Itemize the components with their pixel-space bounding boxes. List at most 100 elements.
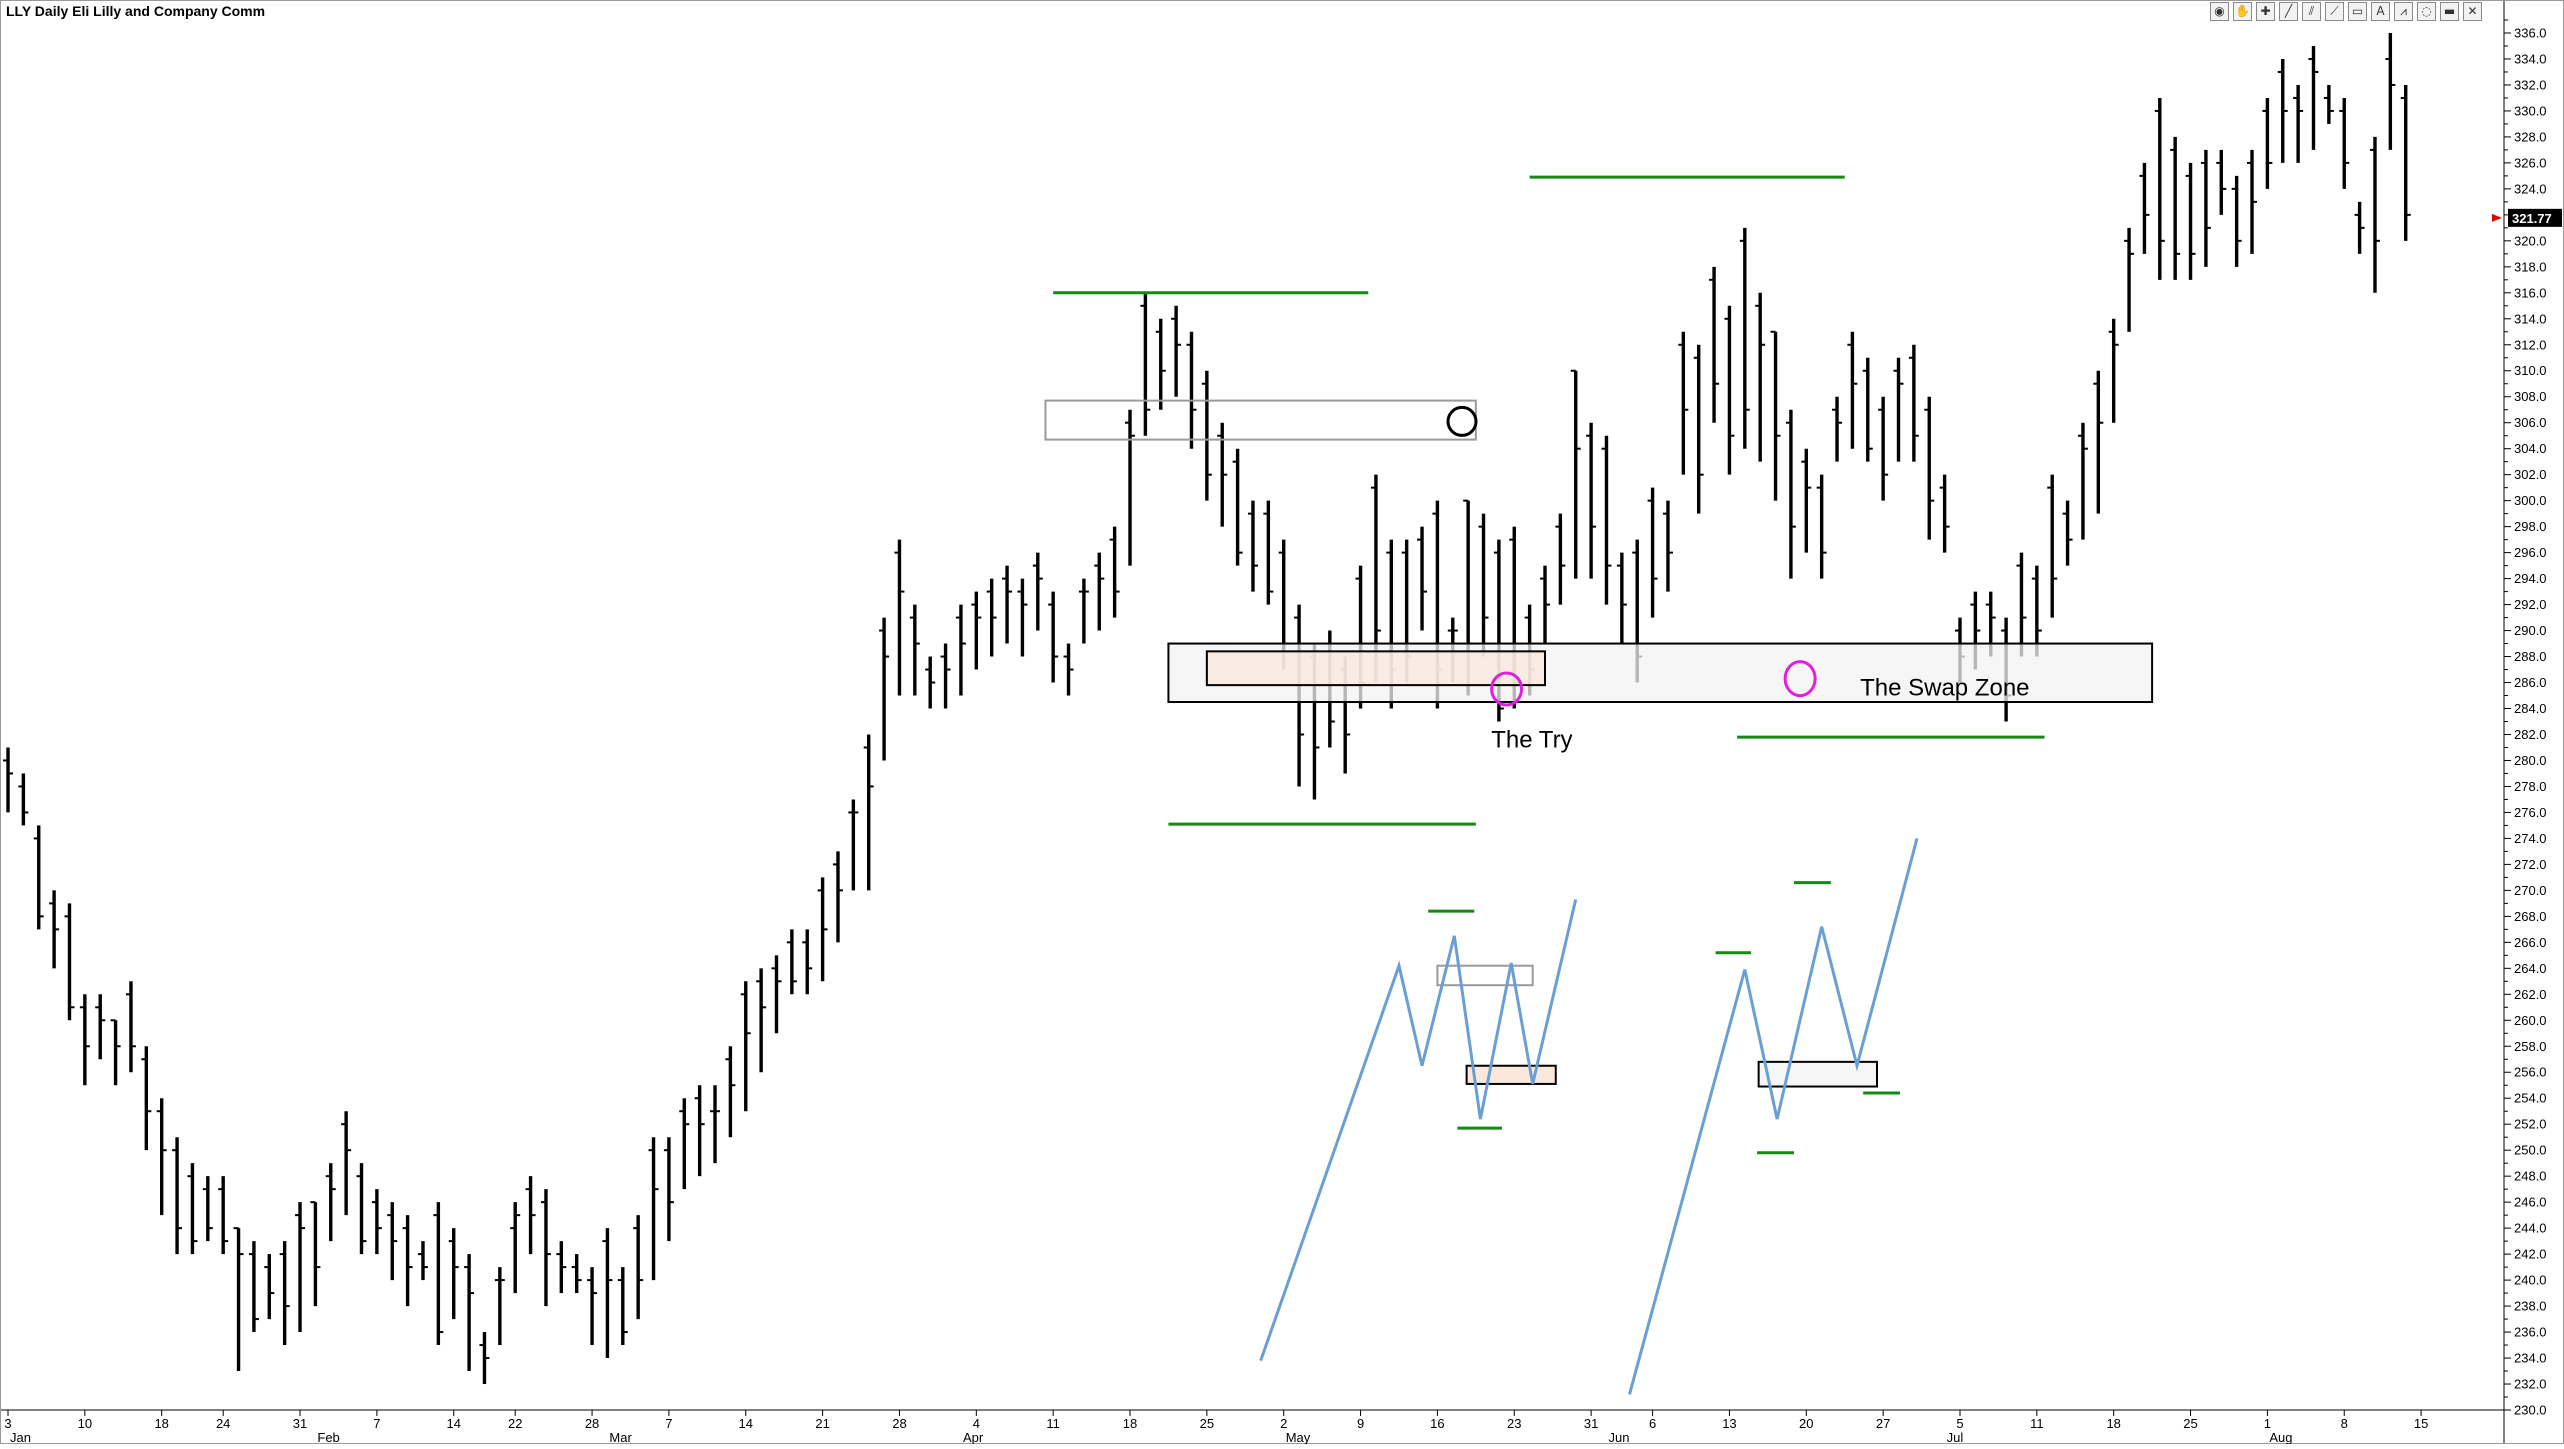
ohlc-bar — [494, 1267, 505, 1346]
ohlc-bar — [648, 1137, 659, 1281]
ohlc-bar — [1094, 552, 1105, 631]
x-day-label: 25 — [1200, 1416, 1214, 1431]
ohlc-bar — [1017, 578, 1028, 657]
ohlc-bar — [1263, 500, 1274, 605]
highlight-icon[interactable]: ▬ — [2440, 2, 2459, 21]
text-icon[interactable]: A — [2371, 2, 2390, 21]
ohlc-bar — [2077, 422, 2088, 540]
y-tick-label: 328.0 — [2514, 129, 2547, 144]
channel-icon[interactable]: ⫽ — [2302, 2, 2321, 21]
ohlc-bar — [1693, 344, 1704, 514]
ohlc-bar — [2247, 149, 2258, 254]
x-day-label: 28 — [585, 1416, 599, 1431]
x-month-label: Jan — [10, 1430, 31, 1444]
y-tick-label: 236.0 — [2514, 1325, 2547, 1340]
ohlc-bar — [433, 1202, 444, 1346]
x-day-label: 11 — [1046, 1416, 1060, 1431]
y-tick-label: 330.0 — [2514, 103, 2547, 118]
ohlc-bar — [587, 1267, 598, 1346]
x-day-label: 23 — [1507, 1416, 1521, 1431]
ohlc-bar — [110, 1019, 121, 1086]
y-tick-label: 304.0 — [2514, 441, 2547, 456]
ohlc-bar — [602, 1228, 613, 1359]
ohlc-bar — [2262, 97, 2273, 189]
crosshair-icon[interactable]: ✚ — [2256, 2, 2275, 21]
ohlc-bar — [1555, 513, 1566, 605]
cycle-icon[interactable]: ◌ — [2417, 2, 2436, 21]
y-tick-label: 250.0 — [2514, 1143, 2547, 1158]
ohlc-bar — [663, 1137, 674, 1242]
y-axis[interactable]: 230.0 232.0 234.0 236.0 238.0 240.0 242.0 244.0… — [2492, 19, 2562, 1418]
chart-title: LLY Daily Eli Lilly and Company Comm — [6, 3, 266, 19]
ohlc-bar — [617, 1267, 628, 1346]
ohlc-bar — [356, 1163, 367, 1255]
globe-icon[interactable]: ◉ — [2210, 2, 2229, 21]
x-day-label: 31 — [293, 1416, 307, 1431]
rectangle-icon[interactable]: ▭ — [2348, 2, 2367, 21]
the-try: The Try — [1491, 726, 1572, 753]
ohlc-bar — [1724, 305, 1735, 475]
black-circle — [1446, 405, 1478, 437]
ohlc-bar — [832, 851, 843, 943]
ohlc-bar — [1586, 422, 1597, 579]
ohlc-bar — [2016, 552, 2027, 657]
y-tick-label: 260.0 — [2514, 1013, 2547, 1028]
ohlc-bar — [1878, 396, 1889, 501]
ohlc-bar — [295, 1202, 306, 1333]
ohlc-bar — [2200, 149, 2211, 267]
ohlc-bar — [571, 1254, 582, 1294]
y-tick-label: 324.0 — [2514, 181, 2547, 196]
y-tick-label: 270.0 — [2514, 883, 2547, 898]
ohlc-bar — [141, 1046, 152, 1151]
ohlc-bar — [1816, 474, 1827, 579]
hand-icon[interactable]: ✋ — [2233, 2, 2252, 21]
x-day-label: 8 — [2341, 1416, 2348, 1431]
fan-icon[interactable]: ⟋ — [2325, 2, 2344, 21]
ohlc-bar — [2293, 84, 2304, 163]
ohlc-bar — [725, 1046, 736, 1138]
schematic-2 — [1628, 838, 1919, 1395]
x-month-label: Jun — [1608, 1430, 1629, 1444]
ohlc-bar — [464, 1254, 475, 1372]
ohlc-bar — [279, 1241, 290, 1346]
y-tick-label: 298.0 — [2514, 519, 2547, 534]
y-tick-label: 252.0 — [2514, 1117, 2547, 1132]
last-price-box — [2508, 208, 2562, 227]
ohlc-bar — [18, 773, 29, 826]
y-tick-label: 278.0 — [2514, 779, 2547, 794]
ohlc-bar — [233, 1227, 244, 1372]
x-day-label: 18 — [2106, 1416, 2120, 1431]
ohlc-bar — [341, 1111, 352, 1216]
ohlc-bar — [1570, 369, 1581, 579]
schematics — [1259, 838, 1919, 1395]
x-axis[interactable]: 3 10 18 24 31 7 14 22 28 7 14 21 28 4 11 18 25 2 9 16 23 31 6 1… — [4, 1410, 2428, 1445]
zigzag-icon[interactable]: ⩘ — [2394, 2, 2413, 21]
ohlc-bar — [1140, 292, 1151, 436]
y-tick-label: 258.0 — [2514, 1039, 2547, 1054]
ohlc-bar — [1924, 396, 1935, 540]
ohlc-bar — [79, 994, 90, 1086]
x-day-label: 7 — [373, 1416, 380, 1431]
y-tick-label: 326.0 — [2514, 155, 2547, 170]
ohlc-bar — [172, 1137, 183, 1255]
y-tick-label: 262.0 — [2514, 987, 2547, 1002]
ohlc-bar — [756, 968, 767, 1073]
ohlc-bar — [2062, 500, 2073, 566]
x-day-label: 22 — [508, 1416, 522, 1431]
x-day-label: 14 — [739, 1416, 753, 1431]
line-icon[interactable]: ╱ — [2279, 2, 2298, 21]
ohlc-bar — [2124, 227, 2135, 332]
ohlc-bar — [156, 1098, 167, 1216]
magenta-circle-swap — [1783, 660, 1817, 698]
y-tick-label: 254.0 — [2514, 1091, 2547, 1106]
ohlc-bar — [986, 578, 997, 657]
ohlc-bar — [402, 1215, 413, 1307]
ohlc-bar — [1862, 357, 1873, 462]
close-icon[interactable]: ✕ — [2463, 2, 2482, 21]
ohlc-bar — [556, 1241, 567, 1294]
x-day-label: 24 — [216, 1416, 230, 1431]
ohlc-bar — [1063, 643, 1074, 696]
magenta-circle-try — [1490, 671, 1524, 707]
